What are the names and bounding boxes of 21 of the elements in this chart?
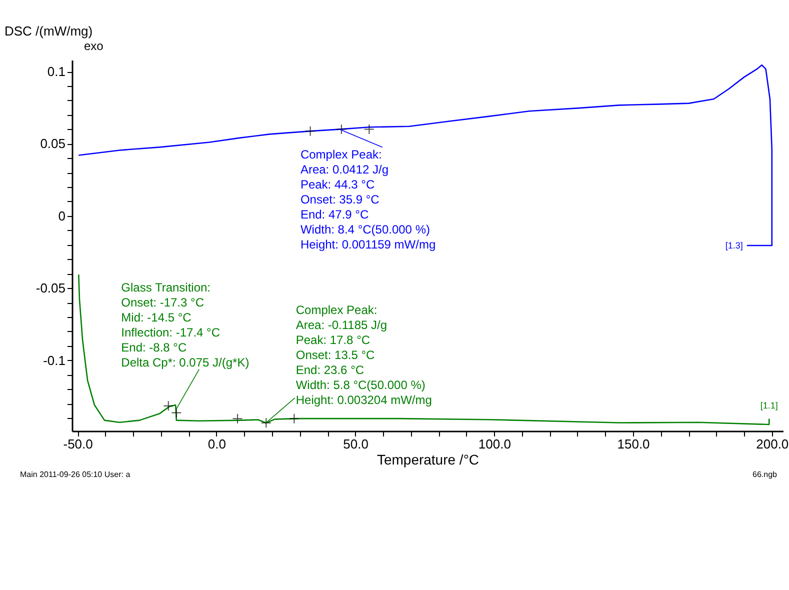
- y-tick-label: 0: [58, 208, 66, 224]
- text: 66.ngb: [752, 470, 778, 479]
- x-tick-label: 100.0: [478, 436, 511, 452]
- y-tick-label: 0.05: [40, 136, 66, 152]
- x-tick-label: 0.0: [208, 436, 226, 452]
- series-label: [1.1]: [760, 400, 778, 411]
- x-tick-label: 50.0: [343, 436, 368, 452]
- annotation: Complex Peak: Area: -0.1185 J/g Peak: 17.8 °C Onset: 13.5 °C End: 23.6 °C Width: 5.8 °C(50.000 %) Height: 0.003204 mW/mg: [296, 302, 432, 407]
- y-tick-label: -0.05: [36, 280, 66, 296]
- x-tick-label: 200.0: [756, 436, 789, 452]
- annotation: Glass Transition: Onset: -17.3 °C Mid: -14.5 °C Inflection: -17.4 °C End: -8.8 °C Delta Cp*: 0.075 J/(g*K): [121, 280, 250, 370]
- x-tick-label: 150.0: [617, 436, 650, 452]
- text: Main 2011-09-26 05:10 User: a: [20, 470, 131, 479]
- y-axis-title: DSC /(mW/mg): [4, 24, 93, 38]
- y-tick-label: 0.1: [47, 64, 66, 80]
- x-axis-title: Temperature /°C: [376, 452, 480, 468]
- annotation: Complex Peak: Area: 0.0412 J/g Peak: 44.3 °C Onset: 35.9 °C End: 47.9 °C Width: 8.4 °C(50.000 %) Height: 0.001159 mW/mg: [300, 147, 436, 252]
- series-label: [1.3]: [725, 240, 743, 250]
- x-tick-label: -50.0: [63, 436, 93, 452]
- text: exo: [84, 39, 104, 53]
- y-tick-label: -0.1: [43, 352, 66, 368]
